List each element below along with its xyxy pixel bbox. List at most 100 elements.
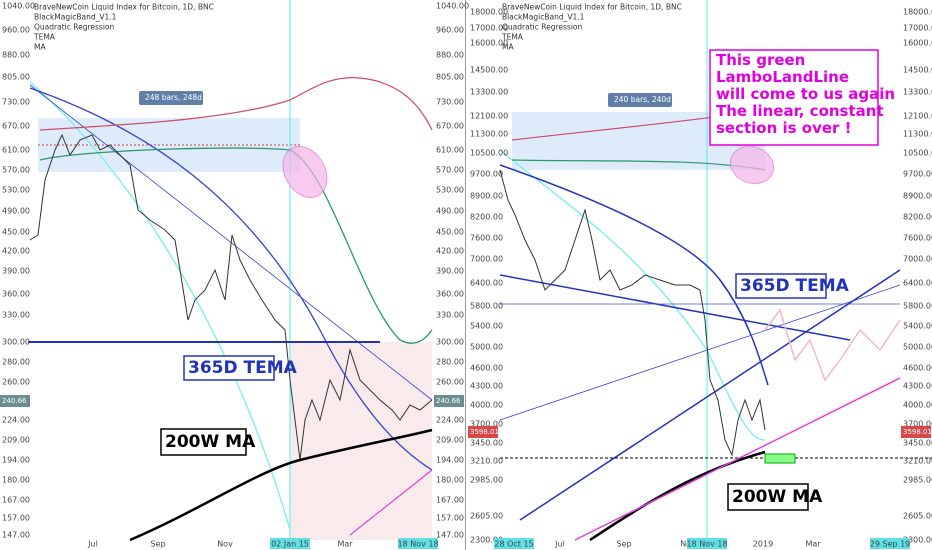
highlight-ellipse <box>729 145 775 185</box>
y-tick-label: 570.00 <box>436 166 464 175</box>
y-tick-label: 7000.00 <box>470 255 503 264</box>
trend-line <box>499 274 851 341</box>
price-label: 240.66 <box>2 397 27 405</box>
highlight-ellipse <box>282 146 328 198</box>
header-text: MA <box>34 43 46 52</box>
y-tick-label: 5800.00 <box>903 302 932 311</box>
y-tick-label: 2300.00 <box>903 536 932 545</box>
y-tick-label: 13300.00 <box>470 88 508 97</box>
y-tick-label: 4000.00 <box>903 401 932 410</box>
y-tick-label: 360.00 <box>436 290 464 299</box>
y-tick-label: 490.00 <box>436 207 464 216</box>
header-text: BlackMagicBand_V1.1 <box>502 13 585 22</box>
x-tick-label: Sep <box>150 540 165 549</box>
y-tick-label: 390.00 <box>2 267 30 276</box>
x-tick-label: Sep <box>616 540 631 549</box>
y-tick-label: 10500.00 <box>903 149 932 158</box>
y-tick-label: 4000.00 <box>470 401 503 410</box>
trend-line <box>519 269 901 521</box>
pink-line <box>349 469 433 536</box>
y-tick-label: 3450.00 <box>903 439 932 448</box>
x-tick-highlight <box>398 538 438 549</box>
y-tick-label: 11300.00 <box>470 130 508 139</box>
y-tick-label: 300.00 <box>436 338 464 347</box>
y-tick-label: 5800.00 <box>470 302 503 311</box>
ma-box <box>160 428 247 456</box>
y-tick-label: 7600.00 <box>470 234 503 243</box>
y-tick-label: 224.00 <box>2 416 30 425</box>
y-tick-label: 11300.00 <box>903 130 932 139</box>
red-curve <box>39 77 433 131</box>
y-tick-label: 5000.00 <box>470 343 503 352</box>
y-tick-label: 4600.00 <box>903 364 932 373</box>
tema-curve <box>499 164 769 386</box>
price-line <box>29 133 433 461</box>
y-tick-label: 805.00 <box>436 73 464 82</box>
y-tick-label: 1040.00 <box>436 2 469 11</box>
ma-label: 200W MA <box>165 432 256 452</box>
header-text: BraveNewCoin Liquid Index for Bitcoin, 1… <box>502 3 682 12</box>
pink-line <box>574 377 901 541</box>
y-tick-label: 8200.00 <box>903 213 932 222</box>
y-tick-label: 730.00 <box>2 98 30 107</box>
y-tick-label: 6400.00 <box>903 279 932 288</box>
y-tick-label: 3700.00 <box>903 420 932 429</box>
y-tick-label: 2605.00 <box>470 512 503 521</box>
y-tick-label: 224.00 <box>436 416 464 425</box>
ma-curve <box>129 428 433 542</box>
range-tag <box>139 91 203 105</box>
y-tick-label: 147.00 <box>2 531 30 540</box>
note-text: section is over ! <box>716 119 852 137</box>
y-tick-label: 16000.00 <box>470 39 508 48</box>
y-tick-label: 2300.00 <box>470 536 503 545</box>
price-label: 3598.01 <box>470 428 499 436</box>
y-tick-label: 300.00 <box>2 338 30 347</box>
y-tick-label: 330.00 <box>436 311 464 320</box>
tema-box <box>183 355 275 381</box>
y-tick-label: 18000.00 <box>470 8 508 17</box>
note-box <box>709 49 879 146</box>
price-label: 240.66 <box>436 397 461 405</box>
y-tick-label: 610.00 <box>2 146 30 155</box>
y-tick-label: 450.00 <box>2 228 30 237</box>
y-tick-label: 9700.00 <box>903 170 932 179</box>
price-tag <box>901 426 931 438</box>
y-tick-label: 670.00 <box>2 122 30 131</box>
trend-line <box>499 284 901 421</box>
y-tick-label: 209.00 <box>436 436 464 445</box>
y-tick-label: 3210.00 <box>470 457 503 466</box>
y-tick-label: 14500.00 <box>470 66 508 75</box>
header-text: BraveNewCoin Liquid Index for Bitcoin, 1… <box>34 3 214 12</box>
y-tick-label: 8200.00 <box>470 213 503 222</box>
header-text: Quadratic Regression <box>502 23 582 32</box>
x-tick-label: 29 Sep 19 <box>870 540 911 549</box>
price-line <box>499 169 766 457</box>
y-tick-label: 5000.00 <box>903 343 932 352</box>
y-tick-label: 13300.00 <box>903 88 932 97</box>
y-tick-label: 280.00 <box>436 358 464 367</box>
y-tick-label: 3450.00 <box>470 439 503 448</box>
y-tick-label: 3700.00 <box>470 420 503 429</box>
x-tick-label: 18 Nov 18 <box>686 540 727 549</box>
x-tick-label: Jul <box>87 540 98 549</box>
y-tick-label: 4300.00 <box>470 382 503 391</box>
x-tick-highlight <box>870 538 910 549</box>
tema-box <box>735 273 827 299</box>
x-tick-label: Mar <box>337 540 353 549</box>
y-tick-label: 390.00 <box>436 267 464 276</box>
y-tick-label: 18000.00 <box>903 8 932 17</box>
ma-label: 200W MA <box>732 487 823 507</box>
y-tick-label: 16000.00 <box>903 39 932 48</box>
y-tick-label: 330.00 <box>2 311 30 320</box>
note-text: The linear, constant <box>716 102 884 120</box>
y-tick-label: 7600.00 <box>903 234 932 243</box>
y-tick-label: 12100.00 <box>470 112 508 121</box>
ma-curve <box>589 450 766 542</box>
price-tag <box>0 395 30 407</box>
header-text: MA <box>502 43 514 52</box>
y-tick-label: 8900.00 <box>903 192 932 201</box>
y-tick-label: 420.00 <box>436 247 464 256</box>
shade <box>290 342 432 540</box>
